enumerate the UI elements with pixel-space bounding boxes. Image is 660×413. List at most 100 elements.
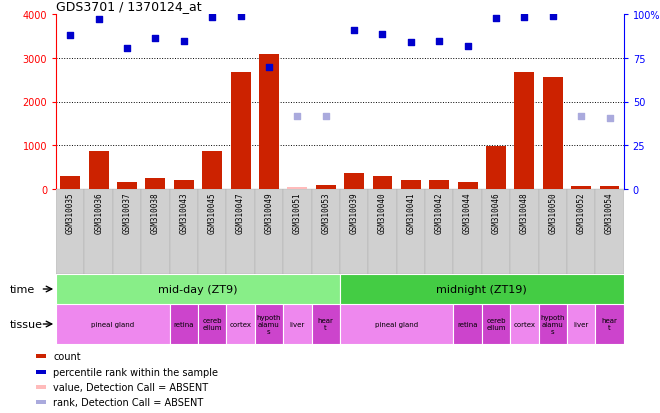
Text: GSM310044: GSM310044 [463,192,472,234]
Text: pineal gland: pineal gland [91,321,135,327]
Bar [595,190,624,274]
Bar [344,174,364,190]
Text: GSM310045: GSM310045 [208,192,216,234]
Point [94,17,104,23]
Bar [486,147,506,190]
Bar [567,190,595,274]
Bar [539,304,567,344]
Bar [429,181,449,190]
Bar [88,152,109,190]
Bar [340,304,453,344]
Bar [397,190,425,274]
Text: tissue: tissue [10,319,43,329]
Text: hear
t: hear t [601,318,618,331]
Text: GSM310035: GSM310035 [66,192,75,234]
Text: GSM310039: GSM310039 [350,192,358,234]
Text: retina: retina [457,321,478,327]
Bar [84,190,113,274]
Bar [36,385,46,389]
Point [292,113,302,120]
Bar [571,187,591,190]
Point [547,14,558,21]
Bar [56,274,340,304]
Text: GSM310041: GSM310041 [407,192,415,234]
Bar [226,190,255,274]
Point [235,14,246,21]
Bar [425,190,453,274]
Bar [340,190,368,274]
Bar [368,190,397,274]
Text: GSM310049: GSM310049 [265,192,273,234]
Bar [170,190,198,274]
Point [178,38,189,45]
Bar [198,304,226,344]
Bar [198,190,226,274]
Bar [174,181,194,190]
Text: liver: liver [574,321,589,327]
Bar [226,304,255,344]
Bar [202,152,222,190]
Bar [287,188,308,190]
Text: GDS3701 / 1370124_at: GDS3701 / 1370124_at [56,0,202,13]
Bar [482,304,510,344]
Text: liver: liver [290,321,305,327]
Text: retina: retina [174,321,194,327]
Bar [510,304,539,344]
Point [150,35,160,42]
Text: cereb
ellum: cereb ellum [486,318,506,331]
Text: GSM310050: GSM310050 [548,192,557,234]
Text: hear
t: hear t [317,318,334,331]
Text: GSM310052: GSM310052 [577,192,585,234]
Bar [312,190,340,274]
Bar [145,179,166,190]
Point [263,64,274,71]
Bar [595,304,624,344]
Point [207,14,217,21]
Text: GSM310036: GSM310036 [94,192,103,234]
Point [405,40,416,47]
Bar [113,190,141,274]
Bar [117,183,137,190]
Text: cereb
ellum: cereb ellum [203,318,222,331]
Text: hypoth
alamu
s: hypoth alamu s [257,314,281,334]
Text: GSM310038: GSM310038 [151,192,160,234]
Bar [340,274,624,304]
Point [490,16,501,22]
Bar [255,190,283,274]
Text: GSM310043: GSM310043 [180,192,188,234]
Bar [230,73,251,190]
Text: percentile rank within the sample: percentile rank within the sample [53,367,218,377]
Bar [482,190,510,274]
Text: GSM310053: GSM310053 [321,192,330,234]
Bar [453,190,482,274]
Text: GSM310040: GSM310040 [378,192,387,234]
Text: GSM310042: GSM310042 [435,192,444,234]
Text: midnight (ZT19): midnight (ZT19) [436,284,527,294]
Text: rank, Detection Call = ABSENT: rank, Detection Call = ABSENT [53,397,204,407]
Text: GSM310047: GSM310047 [236,192,245,234]
Text: GSM310051: GSM310051 [293,192,302,234]
Text: cortex: cortex [513,321,535,327]
Bar [315,185,336,190]
Bar [453,304,482,344]
Point [121,46,132,52]
Bar [36,370,46,374]
Text: count: count [53,351,81,361]
Bar [543,77,563,190]
Point [519,14,529,21]
Bar [141,190,170,274]
Text: pineal gland: pineal gland [375,321,418,327]
Bar [60,176,81,190]
Bar [170,304,198,344]
Bar [599,187,620,190]
Point [434,39,444,45]
Bar [56,190,84,274]
Bar [514,73,535,190]
Bar [283,190,312,274]
Point [604,115,614,122]
Text: value, Detection Call = ABSENT: value, Detection Call = ABSENT [53,382,209,392]
Point [348,27,359,34]
Bar [372,177,393,190]
Point [65,33,75,39]
Text: hypoth
alamu
s: hypoth alamu s [541,314,565,334]
